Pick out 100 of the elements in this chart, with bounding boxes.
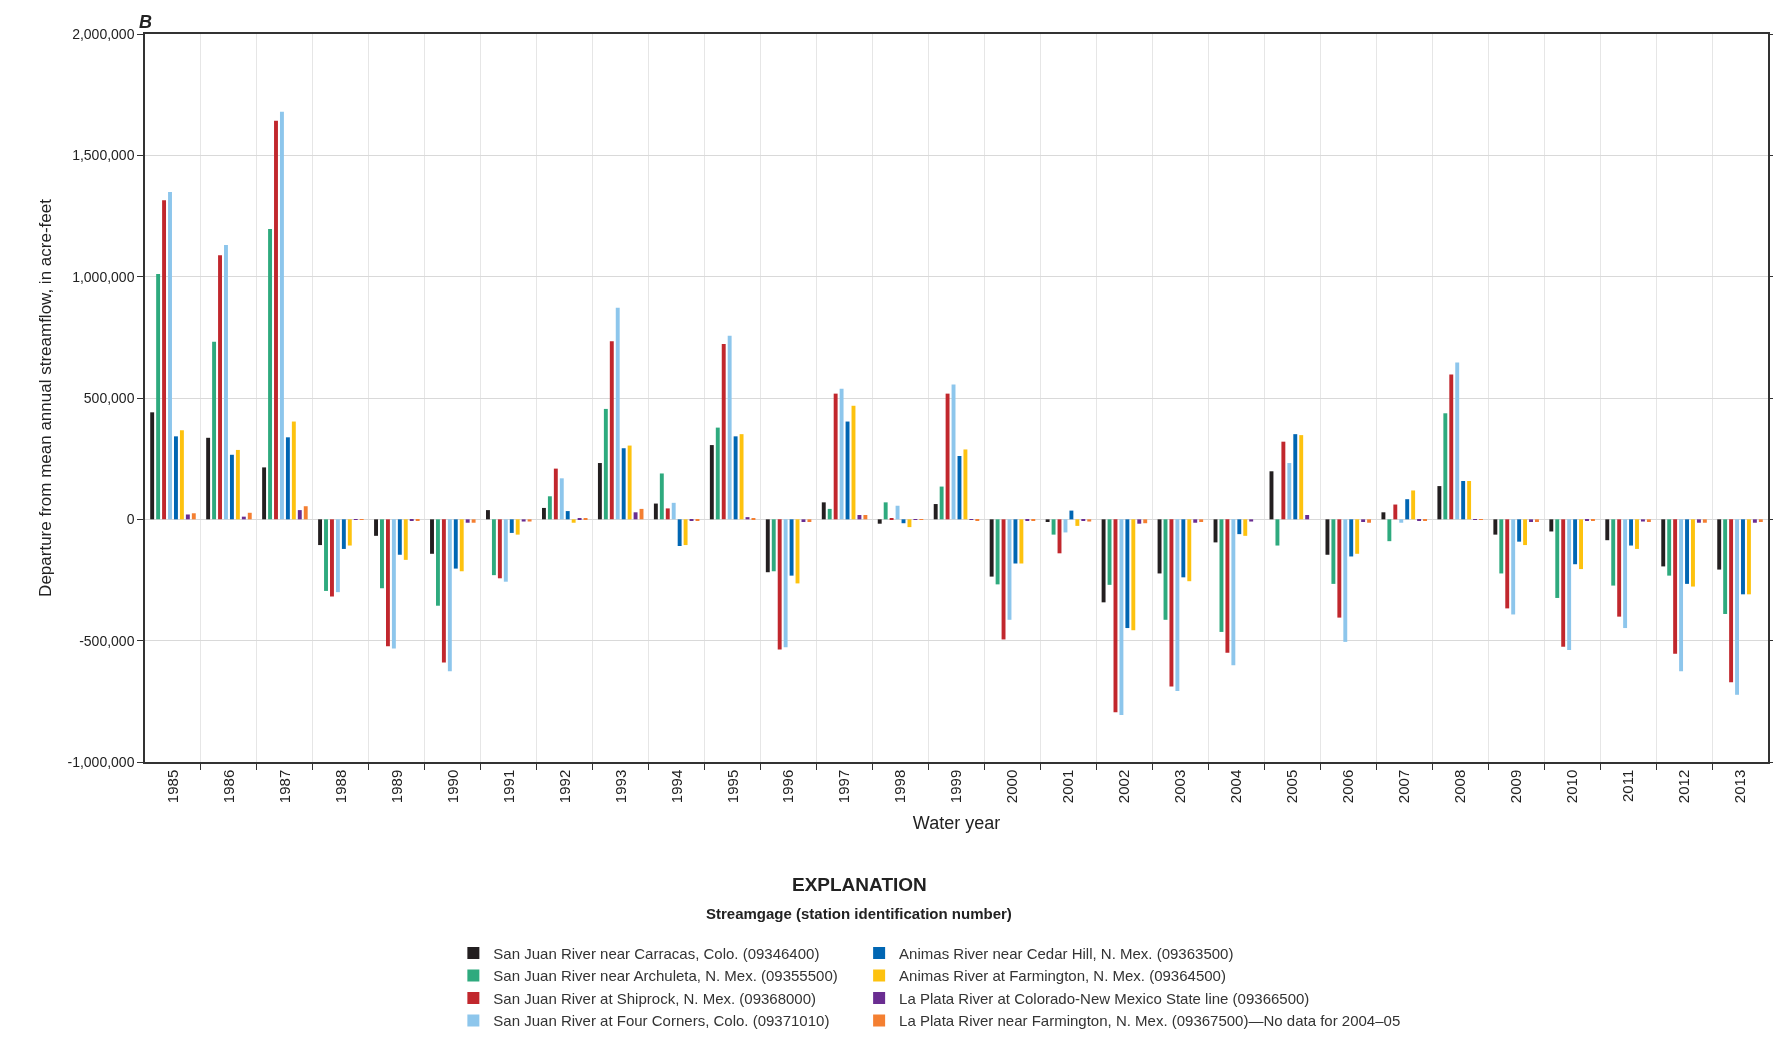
bar xyxy=(503,519,508,582)
x-tick-label: 2013 xyxy=(1730,769,1748,804)
bar xyxy=(821,502,826,520)
bar xyxy=(571,519,576,523)
bar xyxy=(521,519,526,522)
y-tick-label: 1,500,000 xyxy=(72,147,135,164)
bar xyxy=(1237,519,1242,535)
bar xyxy=(1517,519,1522,542)
bar xyxy=(1691,519,1695,587)
bar xyxy=(659,473,664,520)
legend-label: Animas River near Cedar Hill, N. Mex. (09363500) xyxy=(899,944,1234,962)
bar xyxy=(347,519,352,546)
bar xyxy=(609,341,614,520)
bar xyxy=(721,343,726,520)
bar xyxy=(409,519,414,522)
bar xyxy=(1331,519,1336,584)
bar xyxy=(989,519,994,577)
bar xyxy=(801,519,806,522)
x-tick-label: 1989 xyxy=(387,769,405,804)
x-tick-label: 2004 xyxy=(1227,769,1245,804)
bar xyxy=(1579,519,1583,570)
bar xyxy=(1343,519,1348,642)
bar xyxy=(945,393,950,520)
bar xyxy=(491,519,496,576)
bar xyxy=(1635,519,1639,549)
bar xyxy=(857,514,862,520)
bar xyxy=(895,505,900,520)
bar xyxy=(1001,519,1006,640)
bar xyxy=(615,307,620,520)
bar xyxy=(883,502,888,520)
bar xyxy=(863,514,868,520)
bar xyxy=(939,486,944,520)
bar xyxy=(515,519,520,535)
bar xyxy=(1157,519,1162,574)
bar xyxy=(1417,519,1422,522)
bar xyxy=(807,519,812,522)
x-tick-label: 1998 xyxy=(891,769,909,804)
bar xyxy=(1349,519,1354,557)
bar xyxy=(247,512,252,520)
legend-label: Animas River at Farmington, N. Mex. (09364500) xyxy=(899,967,1226,985)
bar xyxy=(1673,519,1678,654)
bar xyxy=(527,519,532,522)
bar xyxy=(191,513,196,520)
bar xyxy=(845,421,850,520)
bar xyxy=(1555,519,1560,598)
text: EXPLANATION xyxy=(792,874,927,895)
bar xyxy=(765,519,770,573)
x-tick-label: 1987 xyxy=(275,769,293,804)
x-tick-label: 2009 xyxy=(1507,769,1525,804)
bar xyxy=(1293,434,1298,520)
x-tick-label: 2001 xyxy=(1059,769,1077,804)
x-tick-label: 1999 xyxy=(947,769,965,804)
bar xyxy=(430,519,434,554)
x-axis-title: Water year xyxy=(912,812,1001,833)
bar xyxy=(1125,519,1130,629)
bar xyxy=(1499,519,1504,574)
bar xyxy=(1169,519,1174,687)
bar xyxy=(397,519,402,555)
x-tick-label: 2006 xyxy=(1339,769,1357,804)
bar xyxy=(268,229,273,520)
bar xyxy=(827,508,832,520)
x-tick-label: 2010 xyxy=(1562,769,1580,804)
bar xyxy=(403,519,408,560)
bar xyxy=(677,519,682,547)
bar xyxy=(1561,519,1566,647)
bar xyxy=(174,436,178,520)
bar xyxy=(839,388,844,520)
x-tick-label: 1991 xyxy=(499,769,517,804)
bar xyxy=(733,436,738,520)
y-tick-label: 2,000,000 xyxy=(72,25,135,42)
x-tick-label: 2000 xyxy=(1003,769,1021,804)
bar xyxy=(212,341,217,520)
x-tick-label: 1994 xyxy=(667,769,685,804)
bar xyxy=(633,512,638,520)
bar xyxy=(1729,519,1734,683)
bar xyxy=(1617,519,1622,617)
bar xyxy=(1723,519,1728,614)
y-tick-label: -1,000,000 xyxy=(67,753,135,770)
bar xyxy=(465,519,470,523)
bar xyxy=(330,519,334,597)
bar xyxy=(1367,519,1372,523)
bar xyxy=(1175,519,1180,691)
bar xyxy=(1225,519,1230,653)
bar xyxy=(303,506,308,520)
bar xyxy=(497,519,502,579)
bar xyxy=(1511,519,1516,615)
bar xyxy=(1505,519,1510,609)
bar xyxy=(877,519,882,524)
bar xyxy=(653,503,658,520)
legend-title: Streamgage (station identification number) xyxy=(706,905,1012,922)
bar xyxy=(1640,519,1645,522)
bar xyxy=(1355,519,1360,554)
bar xyxy=(1361,519,1366,522)
bar xyxy=(1187,519,1192,582)
bar xyxy=(1405,499,1410,520)
bar xyxy=(833,393,838,520)
bar xyxy=(1069,510,1074,520)
bar xyxy=(1758,519,1763,522)
bar xyxy=(1143,519,1148,524)
bar xyxy=(1193,519,1198,523)
